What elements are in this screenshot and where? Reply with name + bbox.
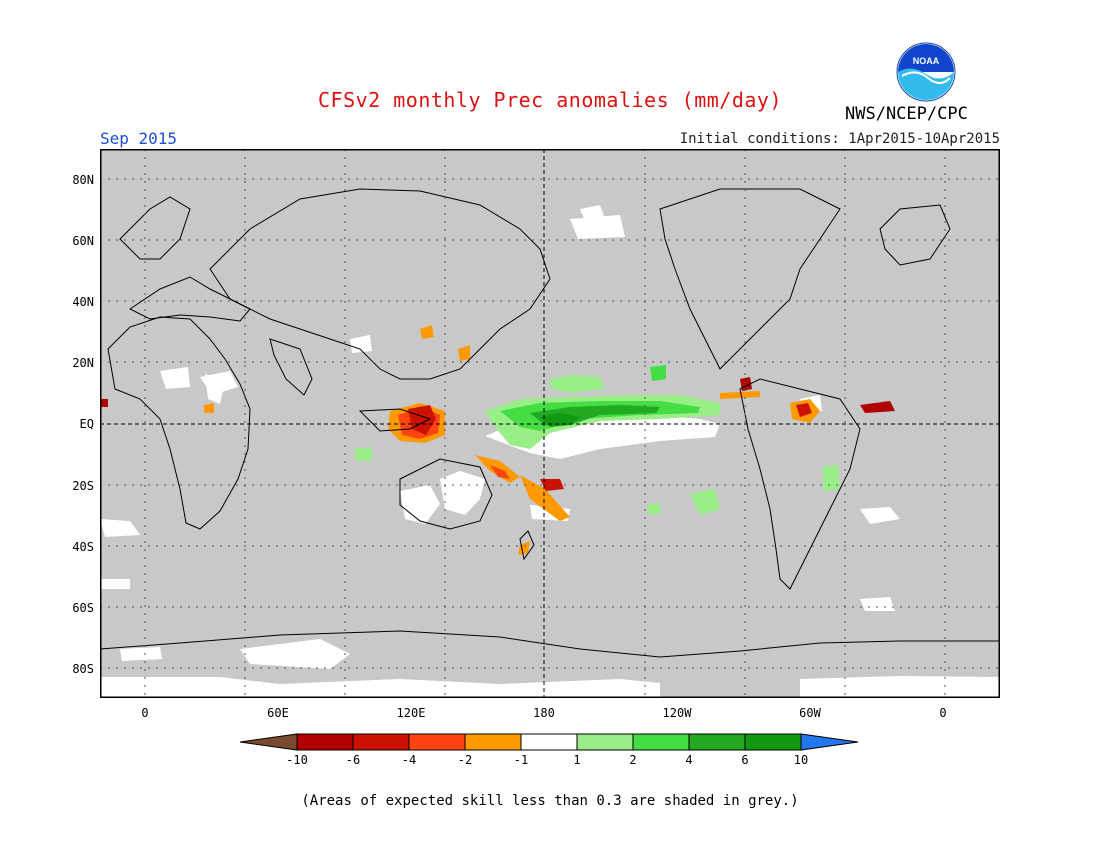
lat-label: 60S	[72, 601, 94, 615]
lat-label: EQ	[79, 417, 94, 431]
colorbar-segment	[744, 733, 802, 751]
lat-label: 40S	[72, 540, 94, 554]
lat-label: 60N	[72, 234, 94, 248]
footnote: (Areas of expected skill less than 0.3 a…	[301, 793, 799, 809]
colorbar-label: -2	[457, 753, 473, 767]
colorbar-label: 6	[741, 753, 749, 767]
colorbar-label: 4	[685, 753, 693, 767]
graticule	[100, 149, 1000, 698]
negative-anomalies	[100, 325, 895, 555]
colorbar-segment	[688, 733, 746, 751]
lon-label: 180	[533, 706, 555, 720]
colorbar-label: 1	[573, 753, 581, 767]
map-title: CFSv2 monthly Prec anomalies (mm/day)	[317, 88, 783, 112]
lat-label: 40N	[72, 295, 94, 309]
agency-label: NWS/NCEP/CPC	[845, 104, 968, 124]
colorbar-segment	[520, 733, 578, 751]
colorbar-label: -4	[401, 753, 417, 767]
map-frame	[100, 149, 1000, 698]
colorbar-label: -10	[286, 753, 308, 767]
colorbar-segment	[576, 733, 634, 751]
initial-conditions: Initial conditions: 1Apr2015-10Apr2015	[679, 131, 1000, 147]
lat-label: 20N	[72, 356, 94, 370]
colorbar-segment	[632, 733, 690, 751]
month-label: Sep 2015	[100, 129, 178, 148]
colorbar-segment	[240, 733, 298, 751]
colorbar-segment	[352, 733, 410, 751]
colorbar-segment	[296, 733, 354, 751]
lat-label: 20S	[72, 479, 94, 493]
lat-label: 80N	[72, 173, 94, 187]
colorbar-segment	[464, 733, 522, 751]
lat-label: 80S	[72, 662, 94, 676]
lon-label: 120W	[662, 706, 692, 720]
colorbar-label: 2	[629, 753, 637, 767]
anomaly-map	[100, 149, 1000, 698]
coastlines	[100, 188, 1000, 658]
reference-lines	[100, 149, 1000, 698]
colorbar-segment	[800, 733, 859, 751]
noaa-logo: NOAA	[896, 42, 956, 102]
colorbar-label: -6	[345, 753, 361, 767]
colorbar-label: 10	[793, 753, 809, 767]
lon-label: 60W	[799, 706, 821, 720]
colorbar-label: -1	[513, 753, 529, 767]
lon-label: 120E	[396, 706, 426, 720]
colorbar	[240, 733, 859, 751]
lon-label: 0	[939, 706, 947, 720]
noaa-logo-text: NOAA	[913, 56, 940, 66]
lon-label: 60E	[267, 706, 289, 720]
colorbar-segment	[408, 733, 466, 751]
lon-label: 0	[141, 706, 149, 720]
